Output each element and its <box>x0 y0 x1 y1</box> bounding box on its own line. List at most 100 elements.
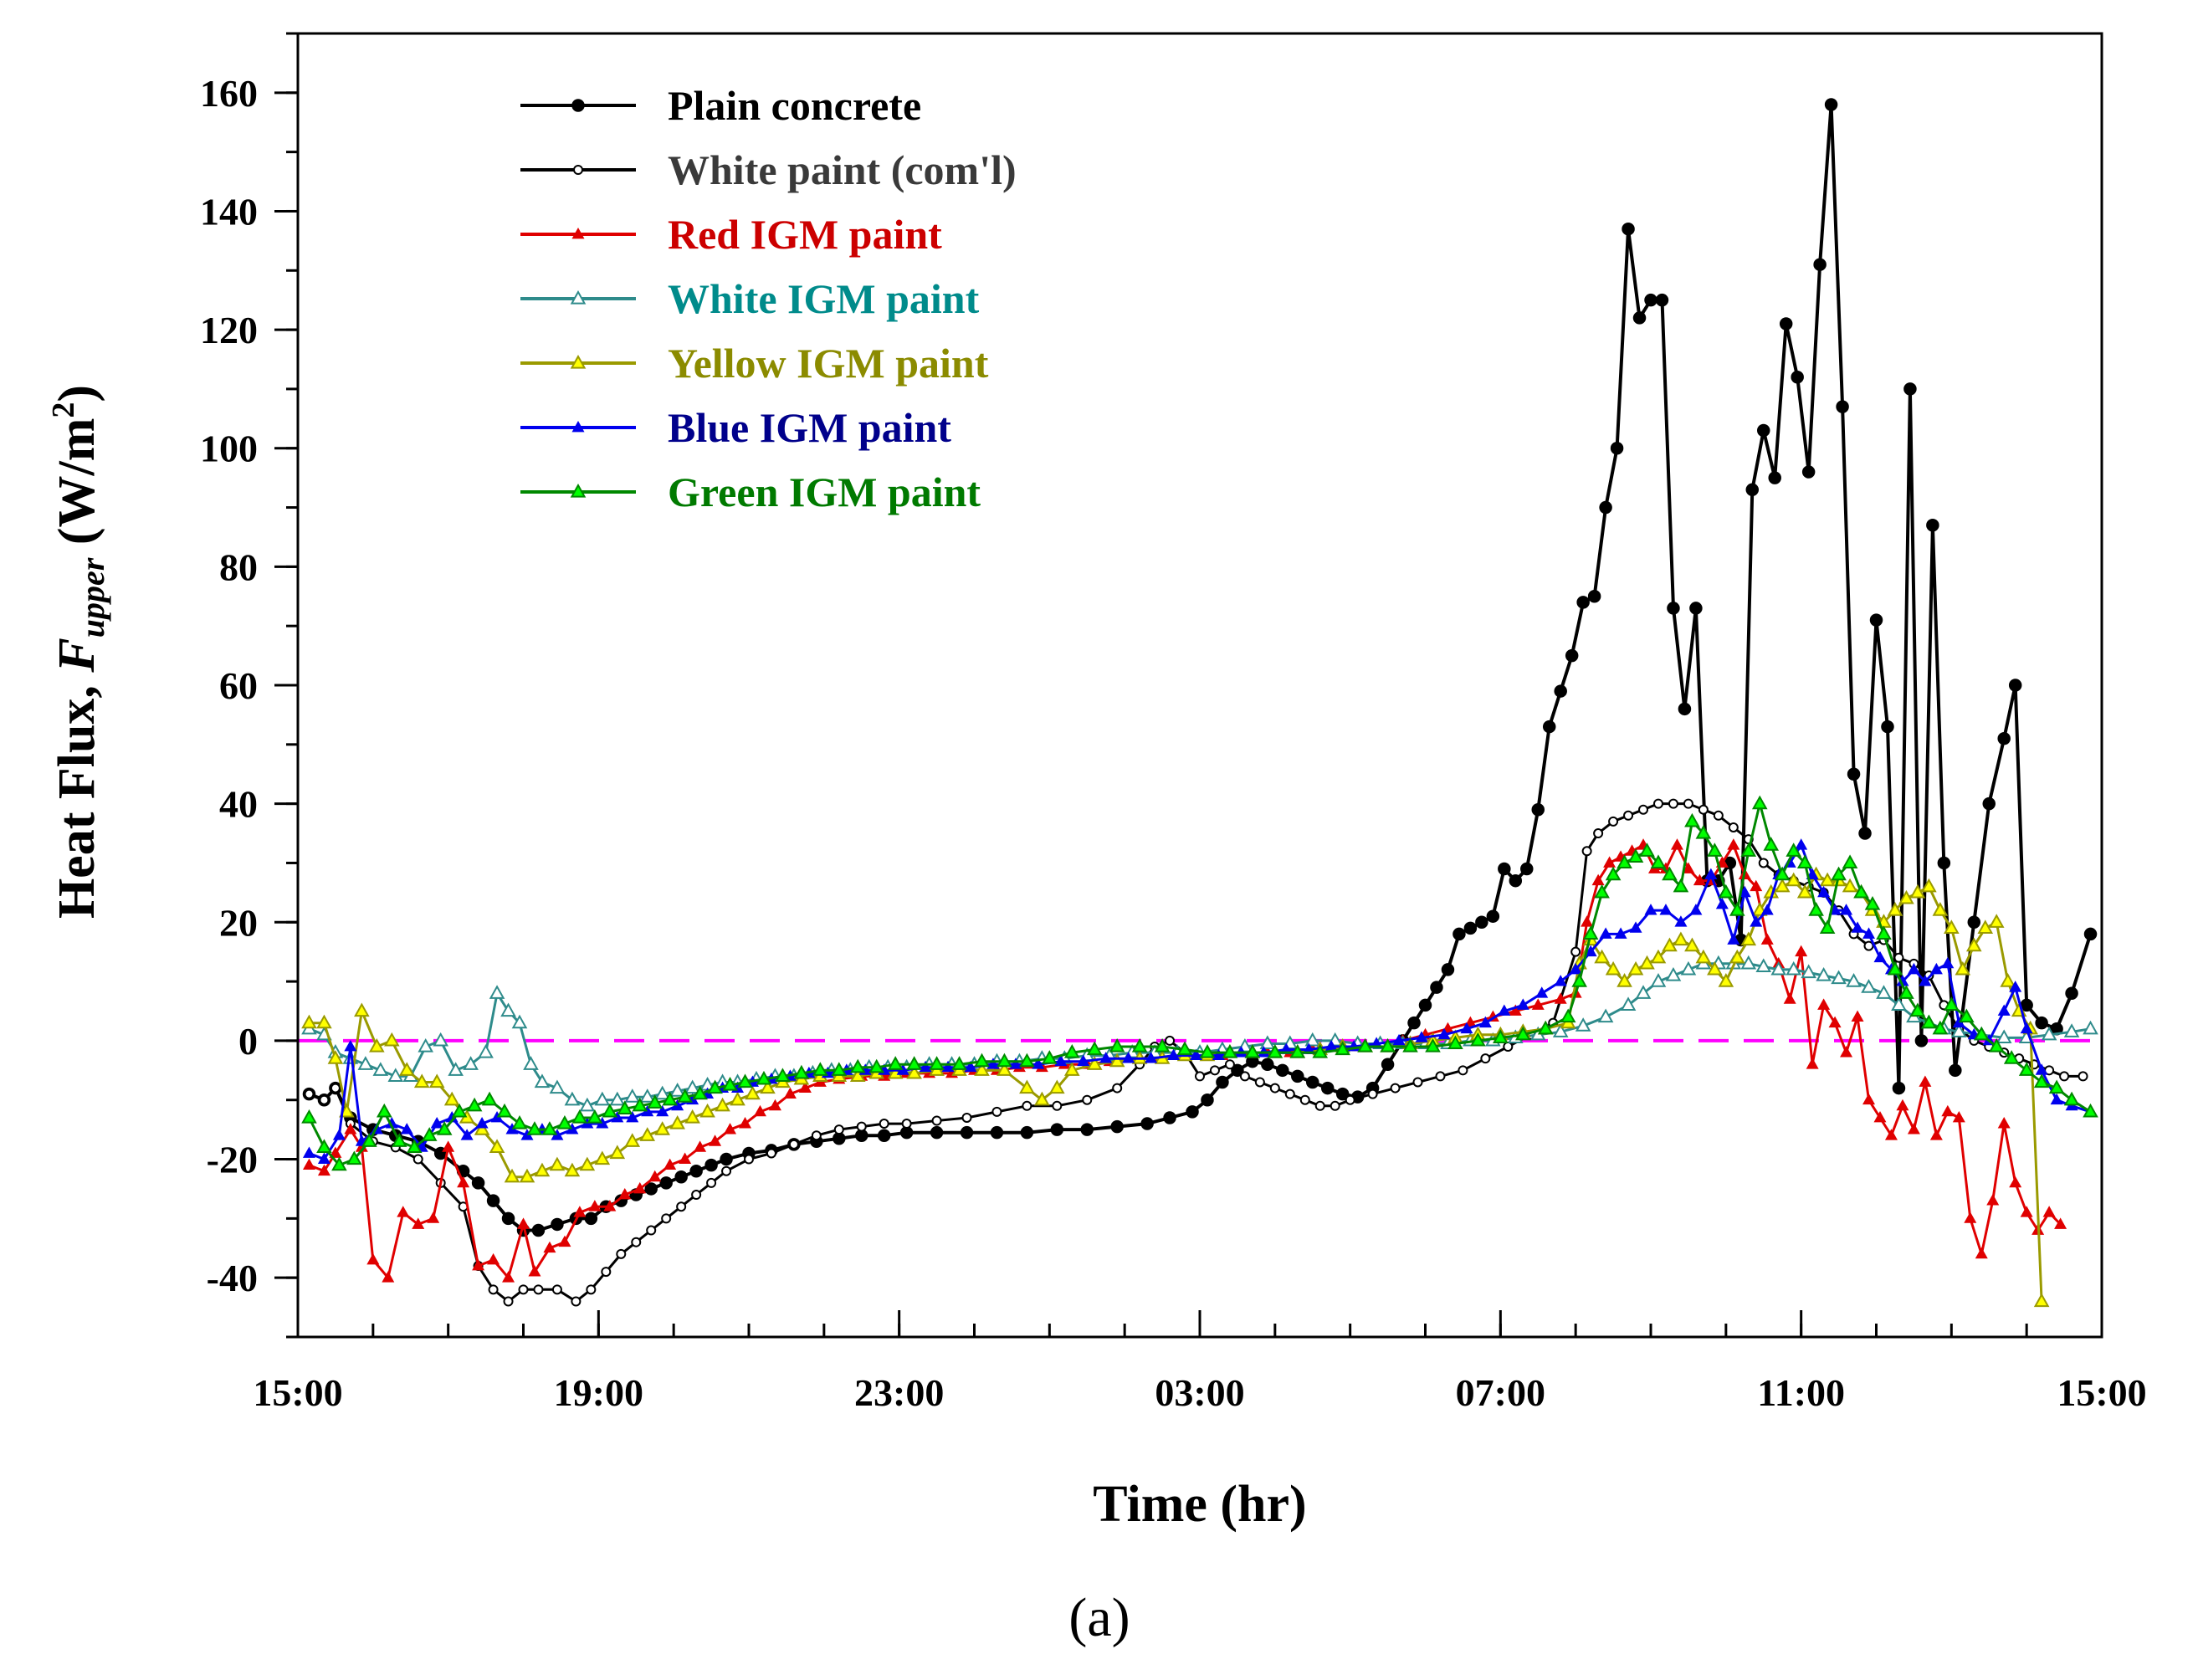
data-point <box>1186 1105 1199 1119</box>
data-point <box>1380 1037 1396 1053</box>
data-point <box>436 1121 453 1135</box>
data-point <box>669 1115 685 1129</box>
data-point <box>1958 1008 1975 1023</box>
data-point <box>1020 1125 1034 1140</box>
data-point <box>831 1062 848 1076</box>
data-point <box>1335 1041 1350 1056</box>
data-point <box>1610 441 1624 455</box>
y-tick-label: 0 <box>238 1020 258 1063</box>
data-point <box>1478 1016 1492 1028</box>
series-line-white-paint-com-l <box>308 802 2083 1303</box>
data-point <box>451 1103 468 1118</box>
data-point <box>523 1056 539 1070</box>
legend-label: White IGM paint <box>668 275 980 322</box>
data-point <box>518 1284 529 1295</box>
data-point <box>354 1002 370 1017</box>
y-axis-title-unit-superscript: 2 <box>46 402 81 418</box>
data-point <box>1629 921 1642 933</box>
data-point <box>1836 400 1849 413</box>
data-point <box>1988 914 2005 928</box>
data-point <box>1244 1044 1261 1058</box>
data-point <box>1689 904 1703 915</box>
data-point <box>1684 812 1700 827</box>
data-point <box>753 1104 766 1117</box>
data-point <box>1345 1094 1355 1105</box>
data-point <box>1909 884 1926 899</box>
data-point <box>1955 960 1971 976</box>
data-point <box>2054 1217 2067 1229</box>
data-point <box>1997 1117 2011 1129</box>
data-point <box>471 1176 485 1190</box>
data-point <box>1599 927 1612 939</box>
y-tick-label: -20 <box>207 1139 258 1181</box>
data-point <box>1858 827 1872 840</box>
data-point <box>2000 973 2016 987</box>
data-point <box>1707 843 1723 857</box>
data-point <box>1674 915 1688 927</box>
data-point <box>1715 898 1729 909</box>
data-point <box>1140 1117 1154 1130</box>
data-point <box>1964 1211 1977 1223</box>
data-point <box>443 1091 460 1106</box>
data-point <box>2083 1103 2098 1118</box>
data-point <box>1019 1053 1035 1068</box>
data-point <box>877 1129 891 1142</box>
data-point <box>2048 1079 2065 1094</box>
data-point <box>1082 1094 1093 1105</box>
data-point <box>1571 973 1587 987</box>
data-point <box>1909 1002 1926 1017</box>
data-point <box>1997 731 2011 745</box>
data-point <box>1470 1032 1486 1047</box>
data-point <box>1381 1058 1395 1071</box>
data-point <box>997 1062 1012 1076</box>
data-point <box>327 1050 344 1064</box>
data-point <box>528 1265 541 1277</box>
data-point <box>1808 902 1824 916</box>
legend-label: Yellow IGM paint <box>668 340 989 387</box>
data-point <box>691 1190 702 1201</box>
legend-item-blue-igm-paint: Blue IGM paint <box>520 404 951 451</box>
data-point <box>1816 966 1832 981</box>
data-point <box>1437 1027 1451 1040</box>
data-point <box>609 1145 626 1160</box>
data-point <box>317 1152 330 1164</box>
data-point <box>573 1206 587 1217</box>
y-tick-label: -40 <box>207 1257 258 1299</box>
data-point <box>332 1129 346 1140</box>
data-point <box>1463 921 1478 935</box>
data-point <box>1099 1052 1113 1063</box>
data-point <box>1763 837 1780 851</box>
data-point <box>1447 1035 1463 1050</box>
data-point <box>594 1091 611 1106</box>
data-point <box>1682 862 1695 873</box>
data-point <box>1919 1075 1932 1087</box>
data-point <box>793 1064 810 1079</box>
data-point <box>1599 500 1612 515</box>
data-point <box>1616 854 1632 869</box>
data-point <box>930 1125 944 1140</box>
data-point <box>737 1073 753 1088</box>
data-point <box>624 1133 641 1147</box>
data-point <box>1032 1058 1045 1069</box>
data-point <box>1304 1032 1321 1047</box>
data-point <box>1441 963 1455 976</box>
data-point <box>466 1097 483 1112</box>
data-point <box>1791 370 1804 384</box>
data-point <box>1795 945 1808 957</box>
data-point <box>633 1181 647 1194</box>
data-point <box>1806 1058 1819 1069</box>
data-point <box>756 1070 772 1085</box>
data-point <box>1498 862 1511 876</box>
legend-item-yellow-igm-paint: Yellow IGM paint <box>520 340 989 387</box>
data-point <box>783 1087 797 1099</box>
data-point <box>617 1100 633 1114</box>
data-point <box>1760 904 1774 915</box>
data-point <box>626 1110 639 1123</box>
data-point <box>1755 958 1772 972</box>
data-point <box>720 1152 733 1166</box>
data-point <box>1239 1071 1250 1082</box>
data-point <box>516 1217 530 1229</box>
data-point <box>579 1097 596 1112</box>
data-point <box>346 1150 362 1165</box>
